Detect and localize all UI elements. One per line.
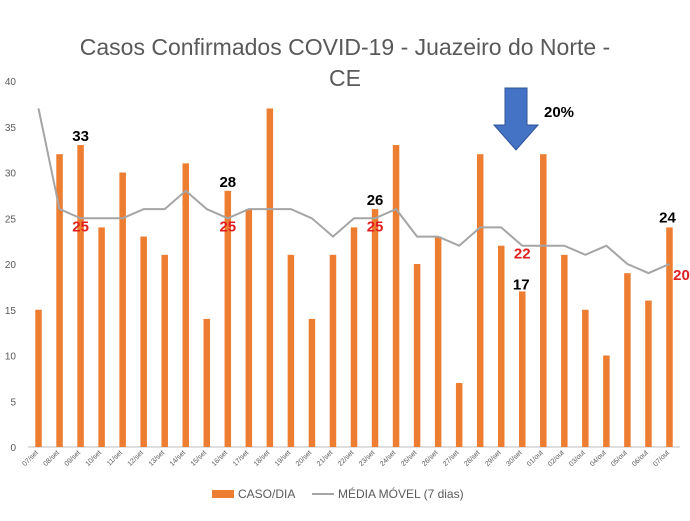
bar	[119, 172, 126, 447]
bar	[540, 154, 547, 447]
legend-label-bars: CASO/DIA	[238, 487, 295, 501]
bar	[245, 209, 253, 447]
bar	[287, 254, 295, 447]
x-tick-label: 15/set	[190, 449, 208, 467]
bar	[98, 227, 105, 447]
x-tick-label: 27/set	[442, 449, 460, 467]
bar	[497, 245, 505, 447]
bar	[266, 108, 274, 447]
y-tick-label: 5	[10, 397, 16, 408]
data-annotation: 17	[513, 276, 530, 293]
moving-average-series	[37, 108, 670, 275]
x-tick-label: 25/set	[400, 449, 418, 467]
bar	[455, 382, 463, 447]
moving-average-line	[37, 108, 670, 275]
x-tick-label: 02/out	[547, 449, 566, 468]
data-annotation: 25	[72, 218, 89, 235]
x-axis: 07/set 08/set 09/set 10/set 11/set 12/set 13/s…	[21, 449, 670, 468]
bar	[329, 254, 337, 447]
data-annotation: 28	[219, 174, 236, 191]
legend-swatch-bars	[212, 490, 234, 498]
bar	[182, 163, 189, 447]
x-tick-label: 19/set	[274, 449, 292, 467]
bar-series	[35, 108, 673, 448]
x-tick-label: 10/set	[85, 449, 103, 467]
y-tick-label: 30	[5, 169, 17, 180]
down-arrow-icon	[492, 87, 540, 151]
y-axis: 0 5 10 15 20 25 30 35 40	[5, 77, 17, 454]
x-tick-label: 05/out	[610, 449, 629, 468]
data-annotation: 25	[367, 218, 384, 235]
x-tick-label: 09/set	[64, 449, 82, 467]
bar	[582, 309, 589, 447]
y-tick-label: 20	[5, 260, 17, 271]
bar	[140, 236, 147, 447]
bar	[161, 254, 168, 447]
x-tick-label: 13/set	[148, 449, 166, 467]
y-tick-label: 10	[5, 352, 17, 363]
legend-label-line: MÉDIA MÓVEL (7 dias)	[338, 486, 464, 501]
data-annotation: 20	[673, 267, 690, 284]
annotations: 33 28 26 17 24 25 25 25 22 20	[72, 128, 690, 293]
bar	[561, 254, 568, 447]
data-annotation: 22	[514, 246, 531, 263]
callout-label: 20%	[544, 104, 574, 121]
x-tick-label: 01/out	[526, 449, 545, 468]
x-tick-label: 07/set	[21, 449, 39, 467]
x-tick-label: 08/set	[43, 449, 61, 467]
x-tick-label: 29/set	[484, 449, 502, 467]
data-annotation: 24	[659, 209, 676, 226]
data-annotation: 33	[72, 128, 89, 145]
x-tick-label: 30/set	[505, 449, 523, 467]
x-tick-label: 18/set	[253, 449, 271, 467]
y-tick-label: 40	[5, 77, 17, 88]
x-tick-label: 07/out	[652, 449, 671, 468]
data-annotation: 26	[367, 192, 384, 209]
bar	[624, 273, 631, 447]
chart-title-line2: CE	[329, 65, 361, 91]
chart-title-line1: Casos Confirmados COVID-19 - Juazeiro do…	[80, 34, 610, 60]
x-tick-label: 17/set	[232, 449, 250, 467]
bar	[392, 145, 400, 448]
bar	[224, 190, 232, 448]
bar	[350, 227, 358, 447]
x-tick-label: 14/set	[169, 449, 187, 467]
x-tick-label: 11/set	[106, 449, 124, 467]
x-tick-label: 26/set	[421, 449, 439, 467]
legend: CASO/DIA MÉDIA MÓVEL (7 dias)	[212, 486, 464, 501]
x-tick-label: 22/set	[337, 449, 355, 467]
bar	[203, 318, 211, 447]
y-tick-label: 35	[5, 123, 17, 134]
callout: 20%	[492, 87, 574, 151]
bar	[77, 145, 84, 448]
x-tick-label: 21/set	[316, 449, 334, 467]
x-tick-label: 12/set	[127, 449, 145, 467]
y-tick-label: 15	[5, 306, 17, 317]
x-tick-label: 24/set	[379, 449, 397, 467]
data-annotation: 25	[219, 218, 236, 235]
bar	[35, 309, 42, 447]
bar	[666, 227, 673, 447]
bar	[413, 264, 421, 447]
bar	[308, 318, 316, 447]
x-tick-label: 06/out	[631, 449, 650, 468]
bar	[371, 209, 379, 447]
x-tick-label: 23/set	[358, 449, 376, 467]
x-tick-label: 04/out	[589, 449, 608, 468]
x-tick-label: 03/out	[568, 449, 587, 468]
bar	[476, 154, 484, 447]
x-tick-label: 20/set	[295, 449, 313, 467]
y-tick-label: 25	[5, 214, 17, 225]
bar	[603, 355, 610, 447]
x-tick-label: 28/set	[463, 449, 481, 467]
bar	[519, 291, 526, 447]
bar	[56, 154, 63, 447]
bar	[434, 236, 442, 447]
x-tick-label: 16/set	[211, 449, 229, 467]
y-tick-label: 0	[10, 443, 16, 454]
bar	[645, 300, 652, 447]
